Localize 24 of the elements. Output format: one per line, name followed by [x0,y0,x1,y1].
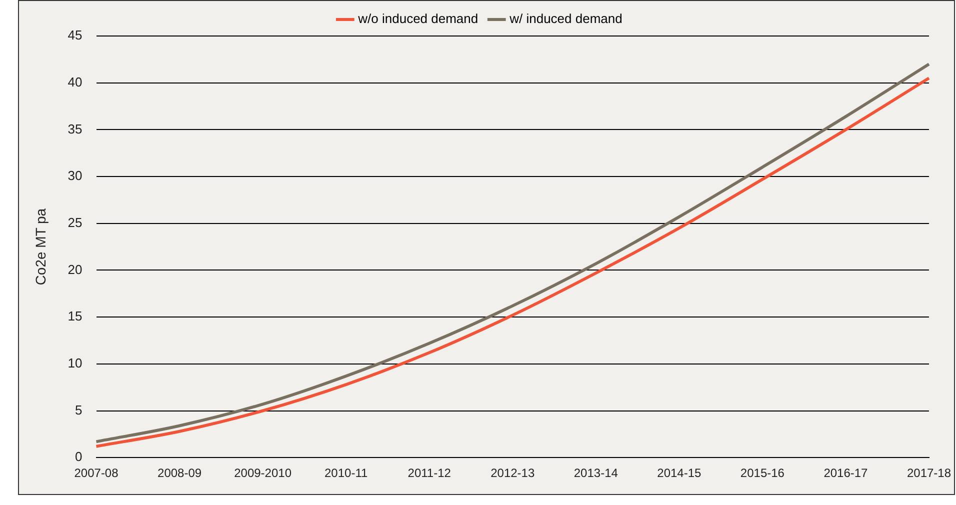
x-tick-label: 2013-14 [574,466,618,480]
x-tick-label: 2016-17 [824,466,868,480]
x-tick-label: 2014-15 [657,466,702,480]
x-tick-label: 2007-08 [74,466,119,480]
y-tick-label: 20 [68,262,82,277]
y-tick-label: 15 [68,308,82,324]
x-tick-label: 2015-16 [740,466,785,480]
legend-label: w/ induced demand [508,11,622,26]
y-tick-label: 25 [68,214,82,230]
x-tick-label: 2009-2010 [234,466,292,480]
legend-label: w/o induced demand [357,11,478,26]
y-tick-label: 35 [68,121,82,136]
x-tick-label: 2011-12 [408,466,452,480]
y-tick-label: 10 [68,355,82,370]
y-tick-label: 40 [68,74,82,90]
y-axis-title: Co2e MT pa [32,208,48,286]
x-tick-label: 2012-13 [490,466,535,480]
x-tick-label: 2008-09 [158,466,202,480]
y-tick-label: 5 [75,402,82,418]
y-tick-label: 30 [68,168,82,184]
x-tick-label: 2017-18 [906,466,952,480]
y-tick-label: 0 [75,449,82,464]
x-tick-label: 2010-11 [324,466,368,480]
y-tick-label: 45 [68,28,82,43]
